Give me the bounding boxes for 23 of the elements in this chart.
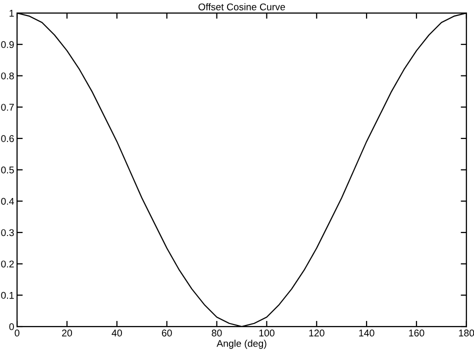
y-tick-label: 0.8 <box>1 72 14 80</box>
y-tick-label: 0.3 <box>1 229 14 236</box>
x-tick-label: 180 <box>459 330 474 336</box>
chart-title: Offset Cosine Curve <box>198 3 285 10</box>
y-tick-label: 0.5 <box>1 166 14 174</box>
y-tick-label: 0.1 <box>1 292 14 299</box>
x-tick-label: 140 <box>359 330 374 336</box>
x-axis-title: Angle (deg) <box>216 340 266 349</box>
x-tick-label: 60 <box>162 330 172 336</box>
y-tick-label: 0.6 <box>1 135 14 142</box>
x-tick-label: 80 <box>212 330 222 336</box>
x-tick-label: 160 <box>409 330 424 336</box>
x-tick-label: 40 <box>112 330 122 336</box>
y-tick-label: 0.9 <box>1 41 14 48</box>
x-tick-label: 100 <box>259 330 274 336</box>
y-tick-label: 1 <box>10 10 14 17</box>
x-tick-label: 120 <box>309 330 324 336</box>
y-tick-label: 0.4 <box>1 198 14 205</box>
y-tick-label: 0 <box>9 323 14 330</box>
x-tick-label: 0 <box>14 330 20 336</box>
x-tick-label: 20 <box>62 330 72 336</box>
y-tick-label: 0.7 <box>1 104 14 111</box>
y-tick-label: 0.2 <box>1 260 14 268</box>
